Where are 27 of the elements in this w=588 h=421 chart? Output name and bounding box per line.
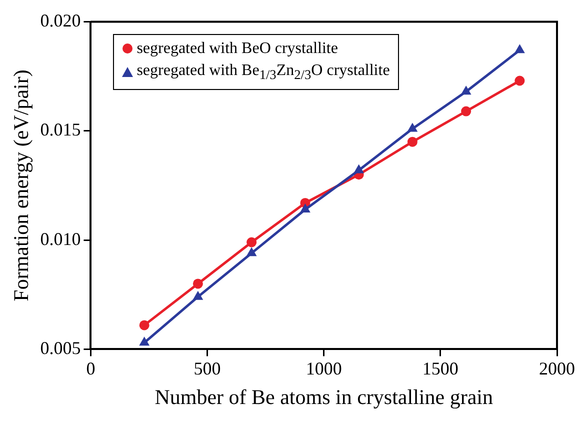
x-tick-label: 2000 bbox=[539, 358, 575, 379]
point bbox=[407, 122, 418, 132]
point bbox=[192, 278, 203, 289]
x-axis-title: Number of Be atoms in crystalline grain bbox=[154, 384, 494, 409]
point bbox=[300, 204, 310, 213]
y-axis-title: Formation energy (eV/pair) bbox=[9, 70, 34, 302]
legend-label: segregated with Be$_{1/3}$Zn$_{2/3}$O crystallite bbox=[136, 60, 390, 84]
point bbox=[139, 320, 150, 330]
point bbox=[192, 290, 204, 300]
x-tick-label: 500 bbox=[194, 358, 221, 379]
y-tick-label: 0.010 bbox=[40, 228, 81, 249]
legend-label: segregated with BeO crystallite bbox=[136, 38, 338, 59]
point bbox=[460, 86, 472, 95]
point bbox=[514, 44, 525, 54]
point bbox=[139, 336, 150, 346]
point bbox=[246, 237, 257, 248]
x-tick-label: 1500 bbox=[422, 358, 458, 379]
x-tick-label: 1000 bbox=[306, 358, 342, 379]
point bbox=[407, 136, 418, 147]
y-tick-label: 0.005 bbox=[40, 338, 81, 358]
point bbox=[461, 106, 472, 116]
y-tick-label: 0.020 bbox=[40, 10, 81, 31]
point bbox=[354, 164, 364, 174]
y-tick-label: 0.015 bbox=[40, 120, 81, 140]
point bbox=[514, 76, 525, 86]
point bbox=[246, 247, 257, 256]
x-tick-label: 0 bbox=[86, 358, 96, 379]
